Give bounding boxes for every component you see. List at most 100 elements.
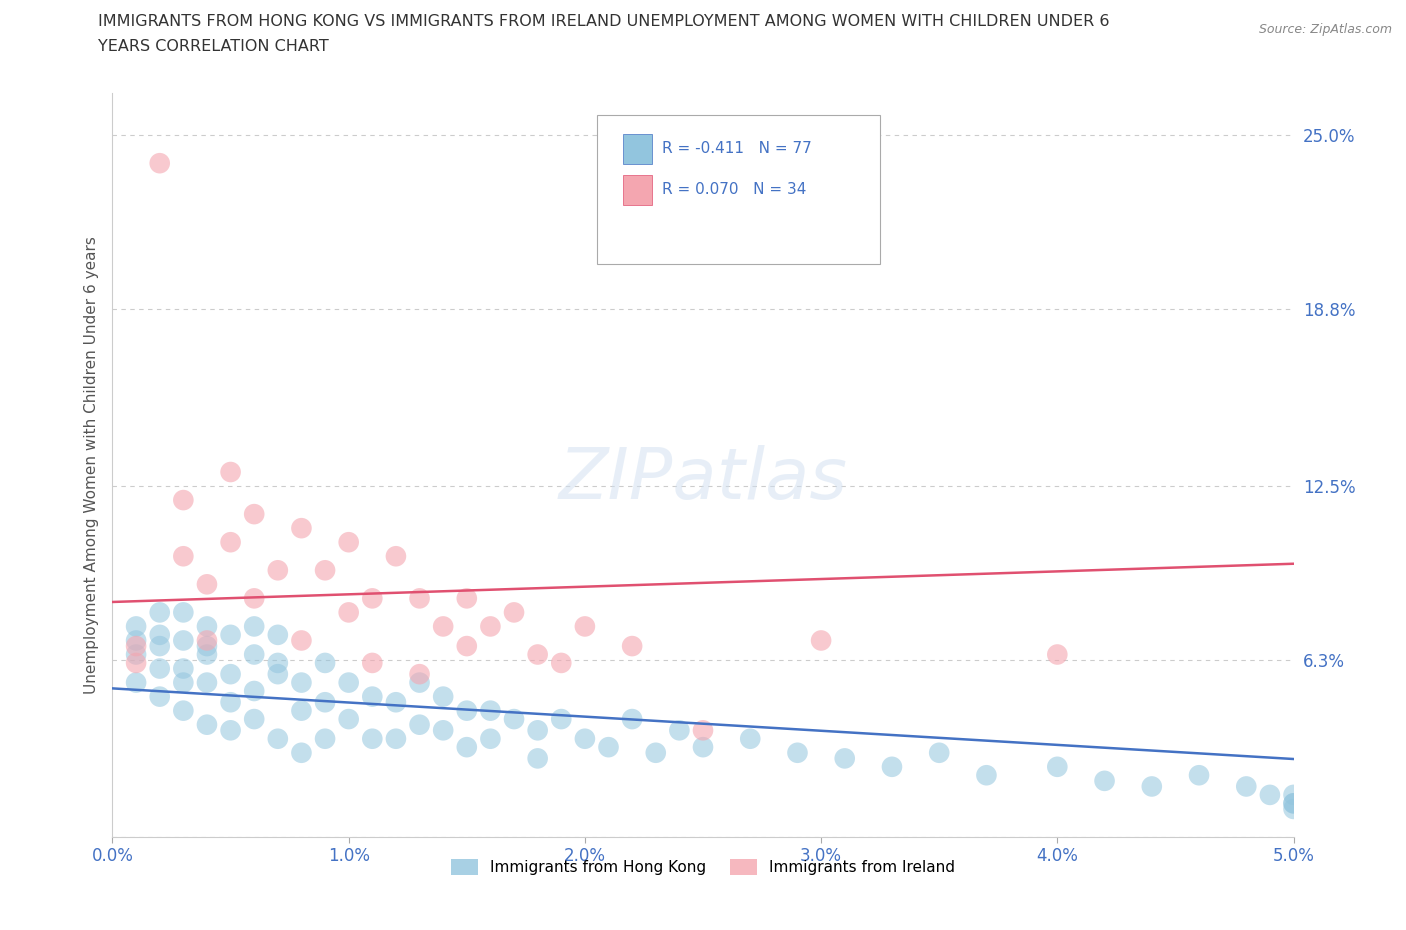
Point xyxy=(172,675,194,690)
Point xyxy=(243,591,266,605)
Point xyxy=(337,711,360,726)
Point xyxy=(574,731,596,746)
Point xyxy=(1282,788,1305,803)
Point xyxy=(479,703,502,718)
Point xyxy=(172,703,194,718)
Point xyxy=(1046,760,1069,775)
Point xyxy=(550,711,572,726)
Point xyxy=(598,739,620,754)
Point xyxy=(195,639,218,654)
Point xyxy=(432,619,454,634)
Point xyxy=(267,563,290,578)
Point xyxy=(621,639,644,654)
Point xyxy=(267,628,290,643)
Text: R = 0.070   N = 34: R = 0.070 N = 34 xyxy=(662,182,806,197)
Point xyxy=(195,717,218,732)
Point xyxy=(740,731,762,746)
Point xyxy=(361,731,384,746)
Point xyxy=(195,675,218,690)
Point xyxy=(125,675,148,690)
Point xyxy=(432,723,454,737)
Point xyxy=(692,723,714,737)
Point xyxy=(125,656,148,671)
Point xyxy=(526,723,548,737)
Point xyxy=(385,731,408,746)
Point xyxy=(149,661,172,676)
Point xyxy=(526,751,548,765)
Point xyxy=(456,703,478,718)
Point xyxy=(361,689,384,704)
Point xyxy=(1282,796,1305,811)
Point xyxy=(1188,768,1211,783)
Point xyxy=(692,739,714,754)
Point xyxy=(195,633,218,648)
Text: Source: ZipAtlas.com: Source: ZipAtlas.com xyxy=(1258,23,1392,36)
Point xyxy=(149,604,172,619)
Point xyxy=(408,591,430,605)
Point xyxy=(219,667,242,682)
Point xyxy=(125,619,148,634)
Point xyxy=(408,717,430,732)
Point xyxy=(172,604,194,619)
Point xyxy=(526,647,548,662)
Point xyxy=(432,689,454,704)
Point xyxy=(1234,779,1257,794)
Point xyxy=(361,591,384,605)
Point xyxy=(385,695,408,710)
Point xyxy=(479,619,502,634)
Point xyxy=(408,667,430,682)
Point xyxy=(456,591,478,605)
Point xyxy=(219,695,242,710)
Point xyxy=(290,633,312,648)
Point xyxy=(928,745,950,760)
Point xyxy=(503,604,526,619)
Point xyxy=(668,723,690,737)
Point xyxy=(125,639,148,654)
Y-axis label: Unemployment Among Women with Children Under 6 years: Unemployment Among Women with Children U… xyxy=(83,236,98,694)
Point xyxy=(290,703,312,718)
Point xyxy=(621,711,644,726)
Point xyxy=(219,535,242,550)
Point xyxy=(503,711,526,726)
Point xyxy=(314,695,336,710)
Point xyxy=(125,633,148,648)
Point xyxy=(408,675,430,690)
Point xyxy=(1046,647,1069,662)
Point xyxy=(172,549,194,564)
Point xyxy=(290,675,312,690)
Point xyxy=(195,577,218,591)
Point xyxy=(243,684,266,698)
Point xyxy=(1140,779,1163,794)
Point xyxy=(361,656,384,671)
Point xyxy=(644,745,666,760)
Point xyxy=(195,647,218,662)
Point xyxy=(125,647,148,662)
Text: R = -0.411   N = 77: R = -0.411 N = 77 xyxy=(662,141,811,156)
Point xyxy=(290,745,312,760)
Point xyxy=(1094,774,1116,789)
Point xyxy=(243,507,266,522)
Text: IMMIGRANTS FROM HONG KONG VS IMMIGRANTS FROM IRELAND UNEMPLOYMENT AMONG WOMEN WI: IMMIGRANTS FROM HONG KONG VS IMMIGRANTS … xyxy=(98,14,1109,29)
Point xyxy=(243,647,266,662)
Legend: Immigrants from Hong Kong, Immigrants from Ireland: Immigrants from Hong Kong, Immigrants fr… xyxy=(444,853,962,882)
Point xyxy=(243,619,266,634)
Point xyxy=(267,731,290,746)
Point xyxy=(456,639,478,654)
Point xyxy=(267,656,290,671)
Point xyxy=(172,661,194,676)
Point xyxy=(219,465,242,480)
Point xyxy=(243,711,266,726)
Point xyxy=(1258,788,1281,803)
Point xyxy=(385,549,408,564)
Point xyxy=(149,628,172,643)
Point xyxy=(786,745,808,760)
Point xyxy=(149,639,172,654)
Point xyxy=(172,493,194,508)
Point xyxy=(149,155,172,170)
Point xyxy=(337,675,360,690)
Bar xyxy=(623,175,652,205)
Point xyxy=(810,633,832,648)
Point xyxy=(456,739,478,754)
Point xyxy=(219,723,242,737)
Point xyxy=(314,731,336,746)
